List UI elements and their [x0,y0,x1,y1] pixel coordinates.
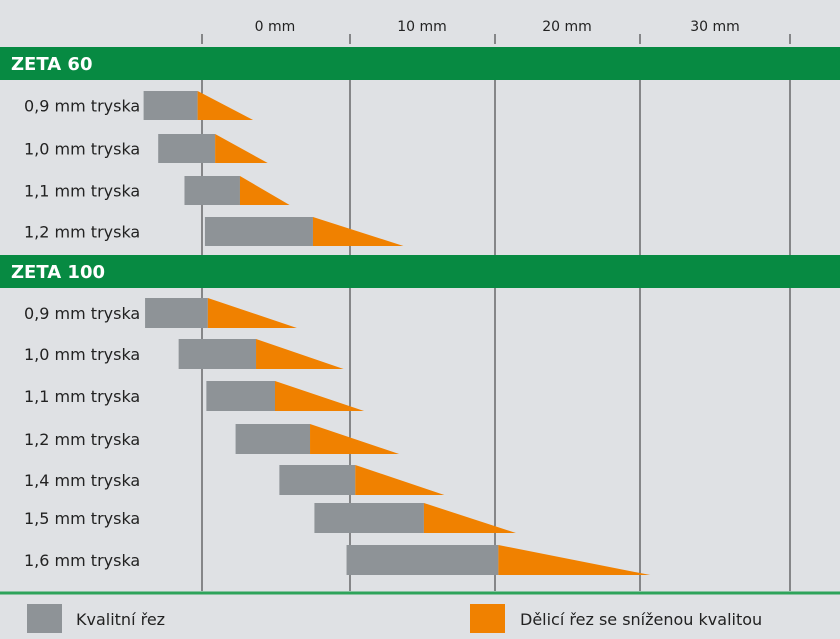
quality-legend-label: Kvalitní řez [76,610,165,629]
quality-cut-bar [143,91,198,120]
section-title: ZETA 60 [11,54,92,75]
row-label: 1,0 mm tryska [24,345,140,364]
reduced-quality-cut-wedge [312,217,404,246]
quality-cut-bar [279,465,356,495]
section-title: ZETA 100 [11,262,105,283]
quality-legend-swatch [27,604,62,633]
section-header [0,47,840,80]
quality-cut-bar [178,339,257,369]
reduced-quality-cut-wedge [239,176,290,205]
reduced-legend-label: Dělicí řez se sníženou kvalitou [520,610,762,629]
row-label: 1,1 mm tryska [24,387,140,406]
row-label: 1,2 mm tryska [24,430,140,449]
reduced-quality-cut-wedge [275,381,365,411]
quality-cut-bar [314,503,424,533]
row-label: 1,5 mm tryska [24,509,140,528]
row-label: 1,4 mm tryska [24,471,140,490]
reduced-quality-cut-wedge [423,503,516,533]
row-label: 1,6 mm tryska [24,551,140,570]
x-tick-label: 30 mm [690,19,740,35]
row-label: 1,2 mm tryska [24,223,140,242]
reduced-quality-cut-wedge [207,298,297,328]
reduced-quality-cut-wedge [197,91,254,120]
quality-cut-bar [206,381,275,411]
quality-cut-bar [235,424,311,454]
quality-cut-bar [204,217,313,246]
reduced-quality-cut-wedge [498,545,651,575]
x-tick-label: 10 mm [397,19,447,35]
reduced-quality-cut-wedge [355,465,445,495]
x-tick-label: 20 mm [542,19,592,35]
reduced-quality-cut-wedge [215,134,268,163]
reduced-quality-cut-wedge [256,339,344,369]
row-label: 0,9 mm tryska [24,304,140,323]
row-label: 1,1 mm tryska [24,182,140,201]
reduced-quality-cut-wedge [310,424,400,454]
x-tick-label: 0 mm [255,19,296,35]
row-label: 1,0 mm tryska [24,140,140,159]
reduced-legend-swatch [470,604,505,633]
row-label: 0,9 mm tryska [24,97,140,116]
quality-cut-bar [346,545,499,575]
quality-cut-bar [145,298,208,328]
quality-cut-bar [184,176,240,205]
quality-cut-bar [158,134,216,163]
section-header [0,255,840,288]
